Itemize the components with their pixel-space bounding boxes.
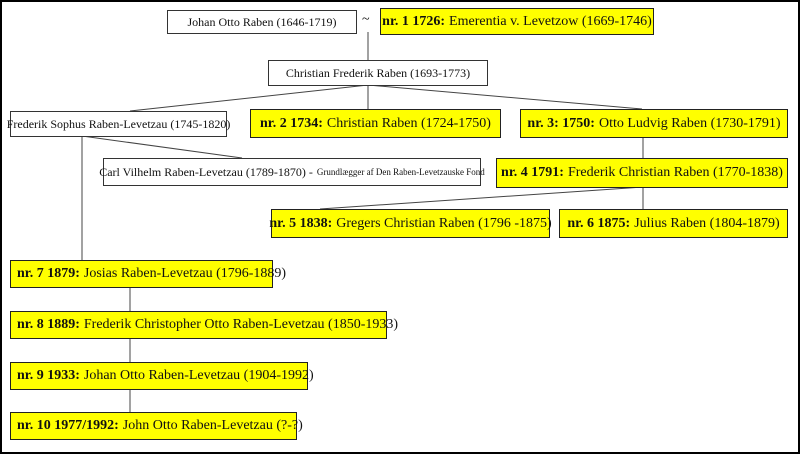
spouse-symbol: ~ bbox=[362, 12, 370, 27]
succession-number: nr. 3: 1750: bbox=[527, 115, 595, 131]
person-label: John Otto Raben-Levetzau (?-?) bbox=[122, 418, 303, 433]
person-label: Josias Raben-Levetzau (1796-1889) bbox=[83, 266, 287, 281]
person-note: Grundlægger af Den Raben-Levetzauske Fon… bbox=[316, 167, 485, 177]
succession-number: nr. 6 1875: bbox=[567, 215, 631, 231]
person-frederik-sophus: Frederik Sophus Raben-Levetzau (1745-182… bbox=[7, 111, 230, 137]
connector bbox=[129, 84, 369, 112]
succession-number: nr. 8 1889: bbox=[17, 317, 80, 332]
succession-number: nr. 5 1838: bbox=[269, 215, 333, 231]
person-nr6: nr. 6 1875: Julius Raben (1804-1879) bbox=[559, 209, 788, 238]
person-nr10: nr. 10 1977/1992: John Otto Raben-Levetza… bbox=[10, 412, 303, 440]
person-christian-frederik-raben: Christian Frederik Raben (1693-1773) bbox=[268, 60, 488, 86]
person-label: Otto Ludvig Raben (1730-1791) bbox=[598, 115, 781, 131]
person-johan-otto-raben: Johan Otto Raben (1646-1719) bbox=[167, 10, 357, 34]
person-label: Frederik Sophus Raben-Levetzau (1745-182… bbox=[6, 116, 231, 131]
person-nr8: nr. 8 1889: Frederik Christopher Otto Rab… bbox=[10, 311, 398, 339]
person-label: Christian Raben (1724-1750) bbox=[326, 115, 491, 131]
succession-number: nr. 1 1726: bbox=[382, 13, 446, 29]
person-label: Carl Vilhelm Raben-Levetzau (1789-1870) … bbox=[99, 164, 313, 179]
succession-number: nr. 7 1879: bbox=[17, 266, 80, 281]
connector bbox=[319, 186, 644, 210]
person-nr5: nr. 5 1838: Gregers Christian Raben (1796… bbox=[269, 209, 552, 238]
connector bbox=[367, 84, 643, 110]
person-nr9: nr. 9 1933: Johan Otto Raben-Levetzau (19… bbox=[10, 362, 314, 390]
person-label: Emerentia v. Levetzow (1669-1746) bbox=[449, 13, 652, 29]
person-label: Julius Raben (1804-1879) bbox=[634, 215, 780, 231]
person-nr3: nr. 3: 1750: Otto Ludvig Raben (1730-1791… bbox=[520, 109, 788, 138]
succession-number: nr. 9 1933: bbox=[17, 368, 80, 383]
person-label: Johan Otto Raben-Levetzau (1904-1992) bbox=[83, 368, 314, 383]
connector bbox=[81, 135, 243, 159]
person-label: Gregers Christian Raben (1796 -1875) bbox=[336, 215, 552, 231]
succession-number: nr. 2 1734: bbox=[260, 115, 323, 131]
person-nr7: nr. 7 1879: Josias Raben-Levetzau (1796-1… bbox=[10, 260, 286, 288]
person-label: Frederik Christopher Otto Raben-Levetzau… bbox=[83, 317, 399, 332]
succession-number: nr. 10 1977/1992: bbox=[17, 418, 119, 433]
person-label: Christian Frederik Raben (1693-1773) bbox=[285, 65, 471, 80]
person-carl-vilhelm: Carl Vilhelm Raben-Levetzau (1789-1870) … bbox=[99, 158, 485, 186]
person-nr1: nr. 1 1726: Emerentia v. Levetzow (1669-1… bbox=[380, 8, 654, 35]
person-label: Frederik Christian Raben (1770-1838) bbox=[567, 165, 783, 180]
succession-number: nr. 4 1791: bbox=[501, 165, 564, 180]
person-nr2: nr. 2 1734: Christian Raben (1724-1750) bbox=[250, 109, 501, 138]
person-nr4: nr. 4 1791: Frederik Christian Raben (177… bbox=[496, 158, 788, 188]
person-label: Johan Otto Raben (1646-1719) bbox=[187, 14, 337, 29]
